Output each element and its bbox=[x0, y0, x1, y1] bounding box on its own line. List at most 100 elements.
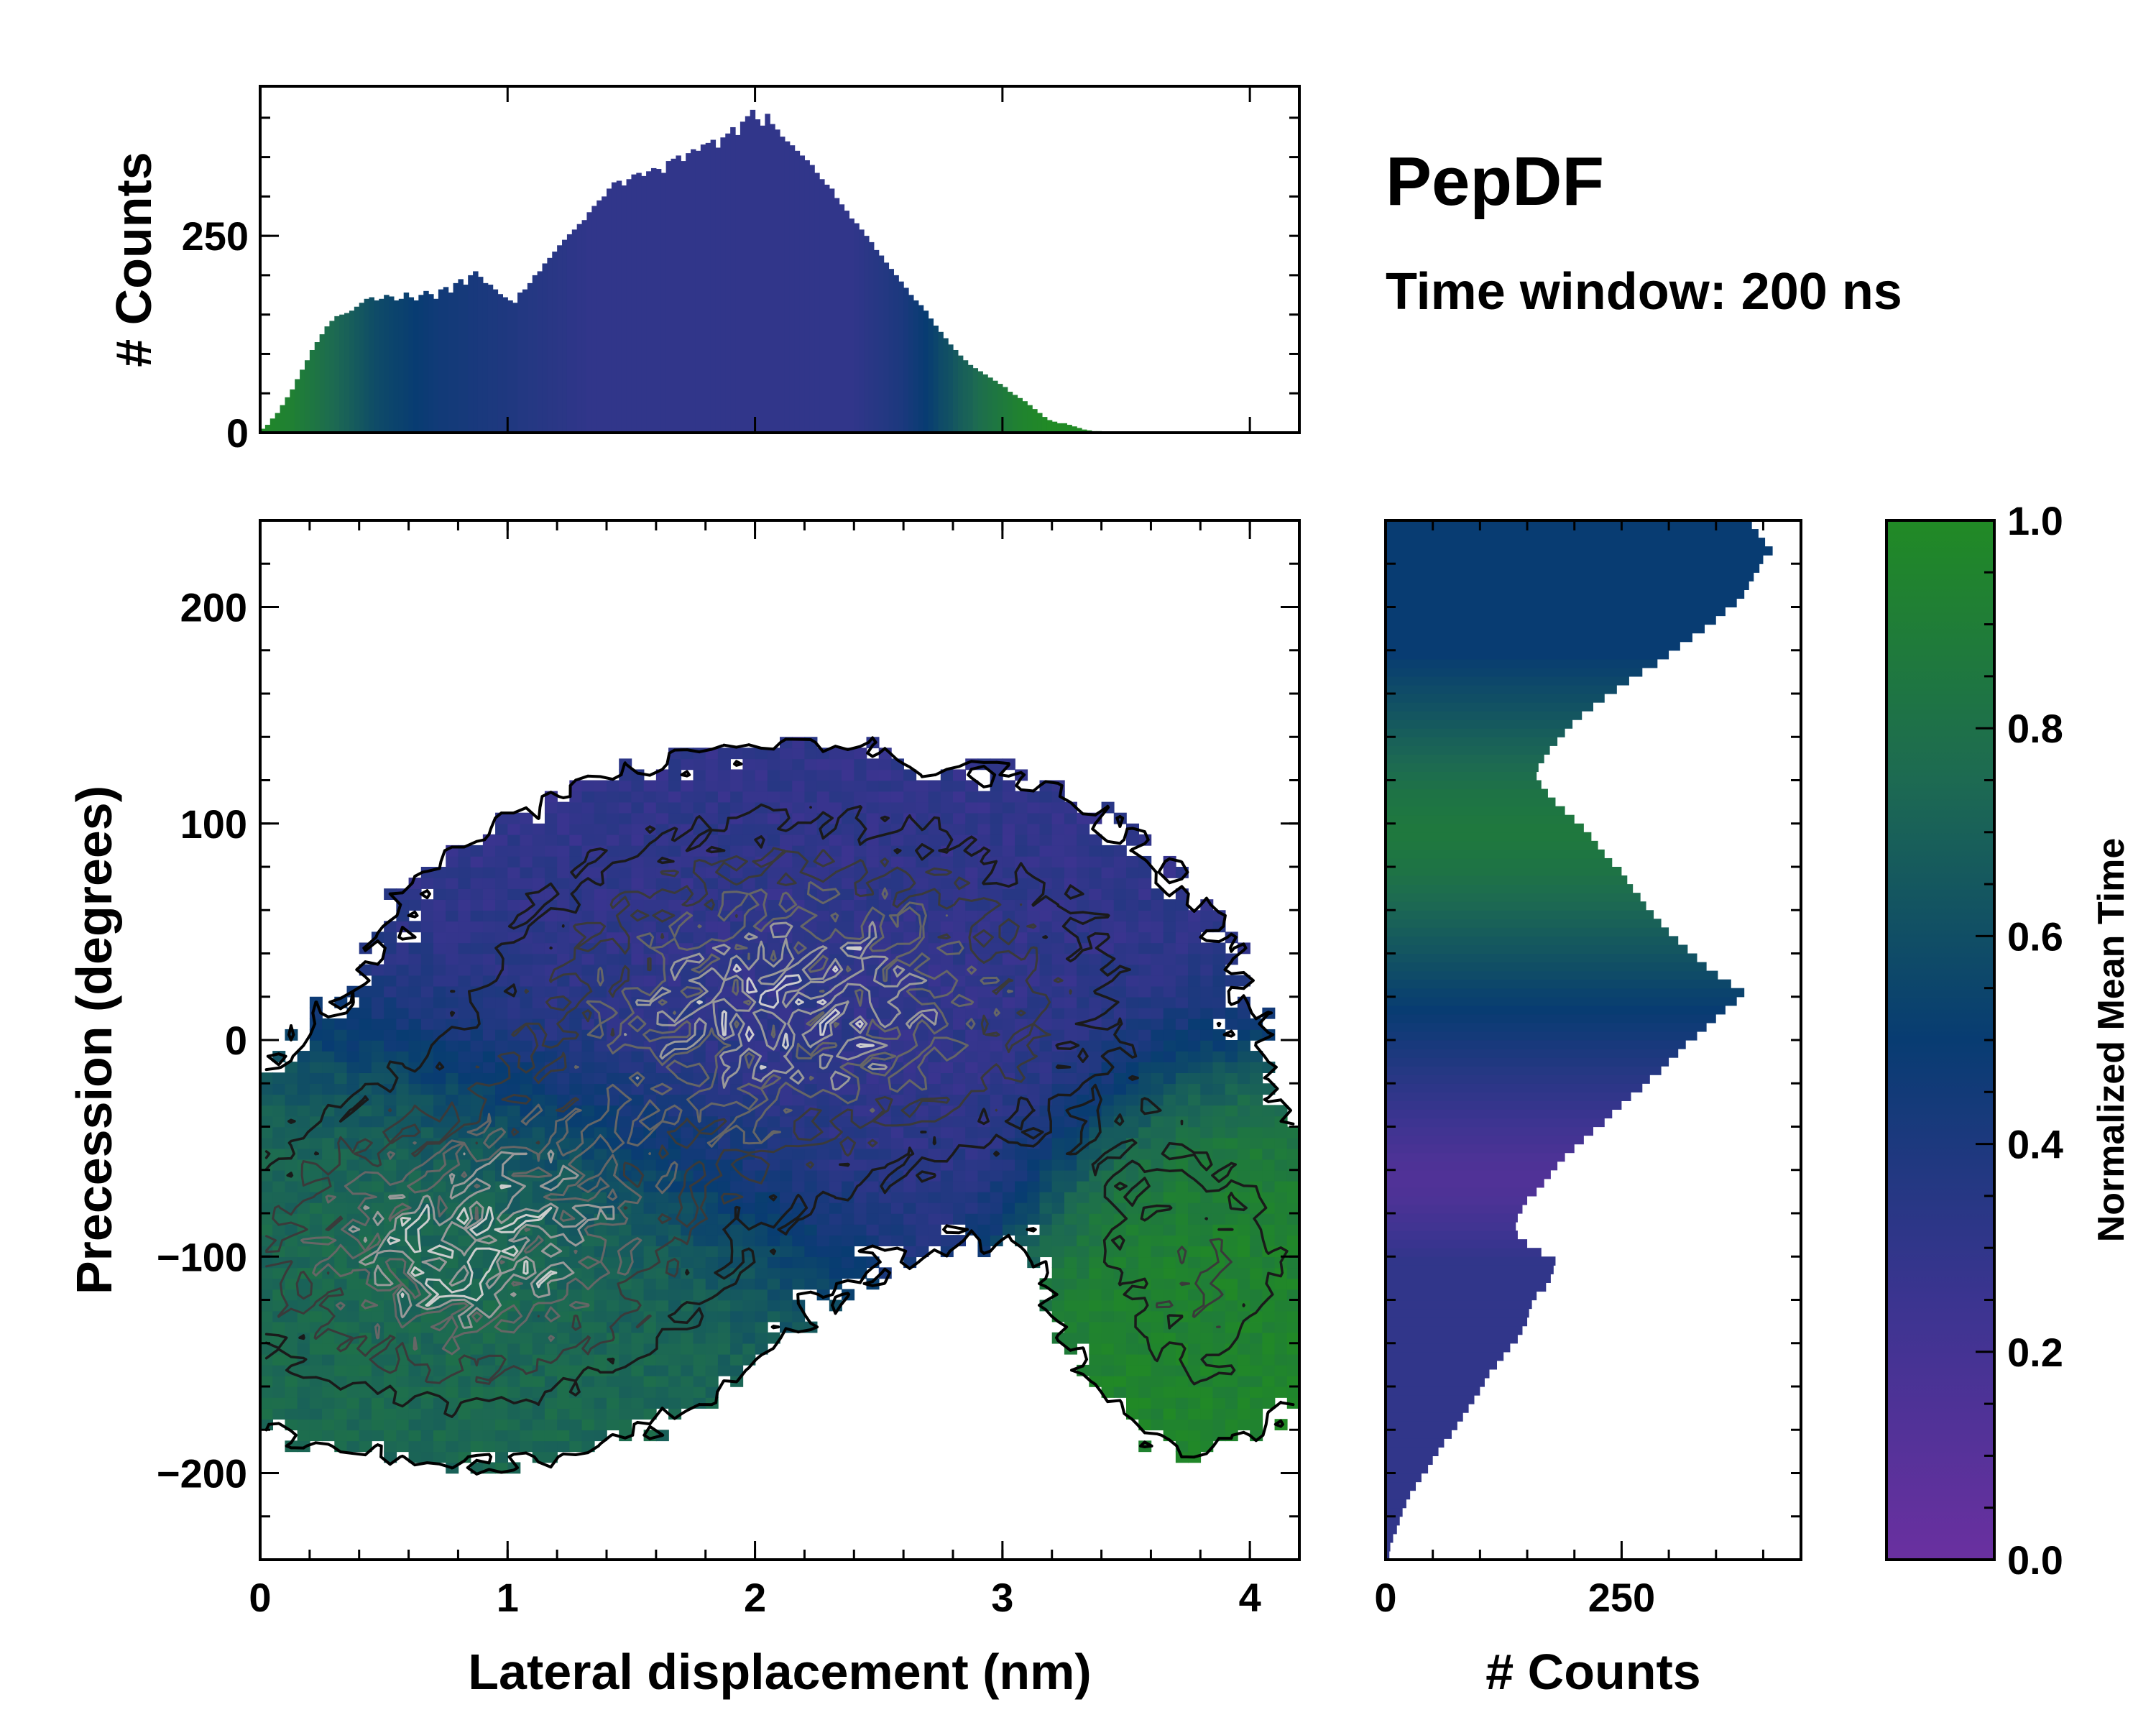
top-histogram-bar bbox=[319, 334, 326, 433]
heatmap-cell bbox=[631, 1213, 645, 1225]
heatmap-cell bbox=[965, 1169, 979, 1182]
heatmap-cell bbox=[458, 1083, 471, 1095]
heatmap-cell bbox=[1064, 1300, 1077, 1312]
heatmap-cell bbox=[631, 1278, 645, 1290]
heatmap-cell bbox=[581, 1419, 595, 1431]
heatmap-cell bbox=[619, 1148, 632, 1160]
heatmap-cell bbox=[1064, 1213, 1077, 1225]
heatmap-cell bbox=[594, 801, 607, 814]
heatmap-cell bbox=[322, 1353, 336, 1366]
heatmap-cell bbox=[532, 921, 545, 933]
heatmap-cell bbox=[359, 1289, 372, 1301]
heatmap-cell bbox=[1200, 910, 1214, 922]
heatmap-cell bbox=[384, 1440, 397, 1453]
heatmap-cell bbox=[1015, 845, 1028, 857]
heatmap-cell bbox=[1027, 1213, 1041, 1225]
heatmap-cell bbox=[693, 780, 706, 792]
heatmap-cell bbox=[693, 1289, 706, 1301]
heatmap-cell bbox=[557, 1213, 571, 1225]
right-histogram-bar bbox=[1386, 1152, 1565, 1162]
heatmap-cell bbox=[520, 975, 533, 987]
heatmap-cell bbox=[1077, 845, 1090, 857]
heatmap-cell bbox=[458, 878, 471, 889]
heatmap-cell bbox=[544, 1159, 558, 1171]
heatmap-cell bbox=[631, 1332, 645, 1344]
heatmap-cell bbox=[681, 1256, 694, 1269]
heatmap-cell bbox=[346, 1051, 360, 1062]
heatmap-cell bbox=[1113, 1375, 1127, 1387]
heatmap-cell bbox=[1138, 996, 1152, 1008]
right-histogram-bar bbox=[1386, 390, 1590, 400]
heatmap-cell bbox=[1200, 1007, 1214, 1019]
heatmap-cell bbox=[953, 910, 967, 922]
heatmap-cell bbox=[309, 1289, 323, 1301]
heatmap-cell bbox=[384, 1321, 397, 1333]
heatmap-cell bbox=[1077, 1267, 1090, 1279]
heatmap-cell bbox=[1077, 1310, 1090, 1322]
heatmap-cell bbox=[272, 1094, 286, 1106]
heatmap-cell bbox=[1212, 1397, 1226, 1409]
heatmap-cell bbox=[408, 1202, 422, 1214]
heatmap-cell bbox=[408, 1040, 422, 1052]
heatmap-cell bbox=[755, 1332, 768, 1344]
heatmap-cell bbox=[581, 823, 595, 835]
heatmap-cell bbox=[458, 942, 471, 954]
heatmap-cell bbox=[990, 1040, 1003, 1052]
heatmap-cell bbox=[607, 932, 620, 944]
right-histogram-bar bbox=[1386, 122, 1433, 132]
heatmap-cell bbox=[581, 1148, 595, 1160]
heatmap-cell bbox=[1188, 1126, 1202, 1138]
heatmap-cell bbox=[1126, 1018, 1140, 1030]
heatmap-cell bbox=[482, 845, 496, 857]
heatmap-cell bbox=[1250, 1169, 1263, 1182]
heatmap-cell bbox=[705, 1343, 719, 1355]
heatmap-cell bbox=[1188, 1062, 1202, 1073]
heatmap-cell bbox=[816, 791, 830, 803]
heatmap-cell bbox=[816, 1213, 830, 1225]
heatmap-cell bbox=[1237, 1116, 1250, 1128]
heatmap-cell bbox=[334, 1180, 348, 1192]
heatmap-cell bbox=[507, 867, 521, 878]
heatmap-cell bbox=[260, 1202, 274, 1214]
heatmap-cell bbox=[544, 1116, 558, 1128]
heatmap-cell bbox=[272, 1148, 286, 1160]
top-histogram-bar bbox=[888, 269, 894, 433]
heatmap-cell bbox=[581, 1289, 595, 1301]
heatmap-cell bbox=[408, 1083, 422, 1095]
heatmap-cell bbox=[433, 921, 447, 933]
top-histogram-bar bbox=[626, 179, 632, 433]
top-histogram-bar bbox=[636, 172, 642, 433]
heatmap-cell bbox=[507, 888, 521, 900]
heatmap-cell bbox=[1015, 1180, 1028, 1192]
heatmap-cell bbox=[433, 975, 447, 987]
top-histogram-bar bbox=[864, 236, 870, 433]
heatmap-cell bbox=[1113, 1256, 1127, 1269]
heatmap-cell bbox=[1175, 985, 1189, 998]
heatmap-cell bbox=[1027, 1159, 1041, 1171]
right-histogram-bar bbox=[1386, 910, 1654, 919]
heatmap-cell bbox=[940, 1040, 954, 1052]
heatmap-cell bbox=[878, 845, 892, 857]
heatmap-cell bbox=[334, 1397, 348, 1409]
heatmap-cell bbox=[965, 1062, 979, 1073]
heatmap-cell bbox=[420, 1419, 434, 1431]
heatmap-cell bbox=[470, 1148, 484, 1160]
heatmap-cell bbox=[1163, 1408, 1176, 1420]
heatmap-cell bbox=[1089, 1202, 1102, 1214]
right-histogram-bar bbox=[1386, 737, 1558, 746]
heatmap-cell bbox=[470, 921, 484, 933]
heatmap-cell bbox=[854, 769, 867, 781]
heatmap-cell bbox=[322, 1213, 336, 1225]
heatmap-cell bbox=[903, 1213, 917, 1225]
heatmap-cell bbox=[1188, 1408, 1202, 1420]
heatmap-cell bbox=[940, 780, 954, 792]
heatmap-cell bbox=[1250, 1246, 1263, 1258]
heatmap-cell bbox=[1163, 1051, 1176, 1062]
top-histogram-bar bbox=[720, 137, 726, 433]
heatmap-cell bbox=[458, 1105, 471, 1117]
heatmap-cell bbox=[309, 1213, 323, 1225]
heatmap-cell bbox=[581, 780, 595, 792]
right-histogram-bar bbox=[1386, 434, 1648, 443]
heatmap-cell bbox=[1274, 1202, 1288, 1214]
